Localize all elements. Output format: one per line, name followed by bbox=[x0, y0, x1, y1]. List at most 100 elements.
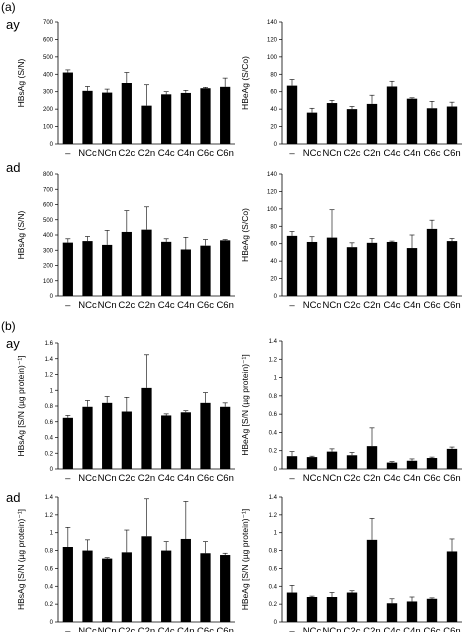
y-tick-label: 120 bbox=[267, 189, 278, 195]
chart-7: 0 0.2 0.4 0.6 0.8 1 1.2 1.4 HBeAg [S/N (µg prote… bbox=[240, 495, 462, 632]
y-axis-title: HBsAg [S/N (µg protein)⁻¹] bbox=[16, 355, 26, 456]
category-label: – bbox=[65, 300, 71, 311]
y-tick-label: 500 bbox=[43, 55, 54, 61]
bar bbox=[386, 86, 398, 144]
y-tick-label: 40 bbox=[270, 107, 277, 113]
category-label: C2n bbox=[138, 300, 155, 311]
category-label: C2c bbox=[118, 300, 135, 311]
y-tick-label: 1.2 bbox=[45, 513, 54, 519]
bar bbox=[306, 457, 318, 469]
y-axis-title: HBeAg [S/N (µg protein)⁻¹] bbox=[240, 509, 250, 611]
category-label: C6c bbox=[424, 626, 441, 632]
bar bbox=[102, 558, 113, 622]
category-label: C6n bbox=[216, 473, 233, 484]
y-tick-label: 20 bbox=[270, 125, 277, 131]
category-label: C6n bbox=[216, 300, 233, 311]
bar bbox=[220, 406, 231, 469]
y-tick-label: 0 bbox=[50, 620, 54, 626]
category-label: – bbox=[289, 300, 295, 311]
panel-a-label: (a) bbox=[1, 0, 16, 14]
y-tick-label: 0.4 bbox=[45, 436, 54, 442]
category-label: C4n bbox=[177, 300, 194, 311]
bar bbox=[326, 103, 338, 144]
y-tick-label: 40 bbox=[270, 259, 277, 265]
bar bbox=[82, 550, 93, 622]
bar bbox=[141, 105, 152, 144]
y-tick-label: 140 bbox=[267, 172, 278, 178]
chart-2: 0 100 200 300 400 500 600 700 800 HBsAg (S/N) – NCc… bbox=[16, 172, 235, 311]
y-axis-title: HBsAg (S/N) bbox=[16, 211, 26, 260]
category-label: NCn bbox=[98, 626, 117, 632]
category-label: C6c bbox=[197, 626, 214, 632]
category-label: C4n bbox=[403, 148, 420, 159]
bar bbox=[426, 228, 438, 296]
bar bbox=[161, 241, 172, 296]
y-tick-label: 200 bbox=[43, 107, 54, 113]
y-tick-label: 1.4 bbox=[269, 339, 278, 345]
category-label: C2c bbox=[344, 626, 361, 632]
y-tick-label: 1 bbox=[50, 531, 54, 537]
y-tick-label: 0.2 bbox=[45, 451, 54, 457]
y-tick-label: 0.6 bbox=[45, 420, 54, 426]
y-tick-label: 0.6 bbox=[269, 412, 278, 418]
bar bbox=[102, 92, 113, 144]
bar bbox=[286, 592, 298, 622]
category-label: C6n bbox=[443, 300, 460, 311]
bar bbox=[386, 603, 398, 622]
bar bbox=[141, 387, 152, 469]
row-label-a-ad: ad bbox=[6, 160, 20, 175]
category-label: – bbox=[289, 626, 295, 632]
category-label: C4n bbox=[403, 300, 420, 311]
y-tick-label: 1 bbox=[50, 388, 54, 394]
y-tick-label: 0.2 bbox=[269, 602, 278, 608]
category-label: NCc bbox=[303, 148, 322, 159]
category-label: C4c bbox=[158, 626, 175, 632]
y-tick-label: 80 bbox=[270, 72, 277, 78]
y-tick-label: 100 bbox=[43, 125, 54, 131]
bar bbox=[306, 241, 318, 296]
y-tick-label: 60 bbox=[270, 242, 277, 248]
bar bbox=[406, 460, 418, 469]
bar bbox=[346, 592, 358, 622]
category-label: C2c bbox=[118, 626, 135, 632]
category-label: C2c bbox=[344, 300, 361, 311]
bar bbox=[200, 245, 211, 296]
bar bbox=[180, 412, 191, 469]
bar bbox=[426, 598, 438, 622]
bar bbox=[62, 242, 73, 296]
y-tick-label: 60 bbox=[270, 90, 277, 96]
bar bbox=[102, 244, 113, 296]
category-label: C4n bbox=[177, 473, 194, 484]
bar bbox=[82, 90, 93, 144]
bar bbox=[446, 448, 458, 469]
row-label-b-ay: ay bbox=[6, 336, 20, 351]
y-tick-label: 1.2 bbox=[45, 373, 54, 379]
category-label: C4n bbox=[177, 626, 194, 632]
y-tick-label: 100 bbox=[267, 207, 278, 213]
bar bbox=[306, 597, 318, 622]
category-label: C2c bbox=[118, 148, 135, 159]
category-label: NCn bbox=[322, 626, 341, 632]
category-label: C2n bbox=[363, 300, 380, 311]
bar bbox=[161, 415, 172, 469]
category-label: C4n bbox=[403, 626, 420, 632]
bar bbox=[200, 88, 211, 144]
bar bbox=[446, 551, 458, 622]
y-tick-label: 600 bbox=[43, 37, 54, 43]
y-tick-label: 140 bbox=[267, 20, 278, 26]
bar bbox=[62, 72, 73, 144]
category-label: C6c bbox=[197, 300, 214, 311]
bar bbox=[306, 112, 318, 144]
category-label: C6n bbox=[216, 148, 233, 159]
category-label: – bbox=[65, 148, 71, 159]
category-label: C6c bbox=[197, 473, 214, 484]
bar bbox=[220, 86, 231, 144]
chart-5: 0 0.2 0.4 0.6 0.8 1 1.2 1.4 HBeAg [S/N (µg prote… bbox=[240, 339, 462, 484]
bar bbox=[62, 547, 73, 622]
bar bbox=[180, 538, 191, 622]
category-label: NCc bbox=[78, 148, 97, 159]
bar bbox=[446, 106, 458, 144]
bar bbox=[82, 406, 93, 469]
